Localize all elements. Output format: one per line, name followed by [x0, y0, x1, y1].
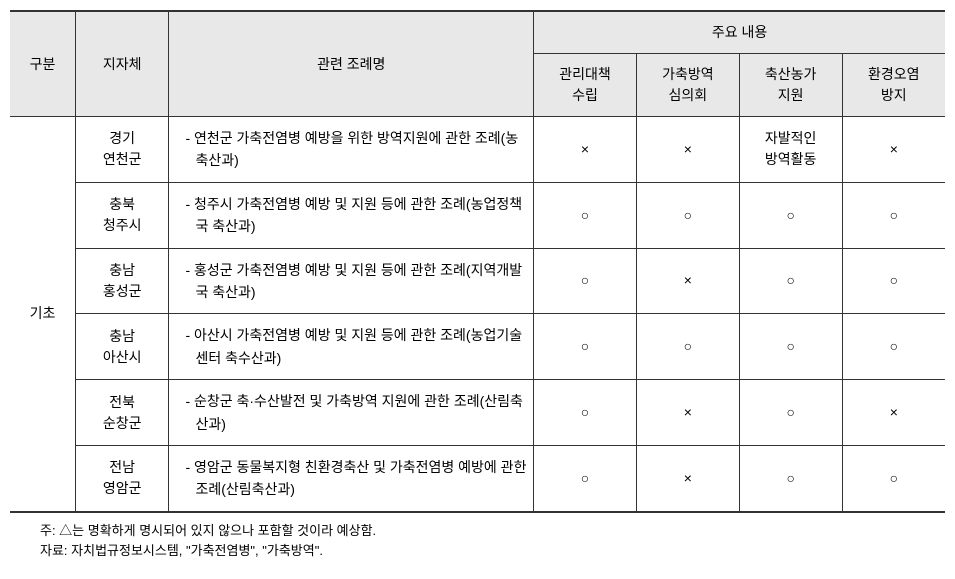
header-text: 관리대책 — [559, 66, 611, 82]
cell-text: 순창군 — [103, 415, 142, 431]
cell-gubun: 기초 — [10, 117, 75, 512]
ordinance-table: 구분 지자체 관련 조례명 주요 내용 관리대책 수립 가축방역 심의회 축산농… — [10, 10, 945, 513]
cell-jorye: - 순창군 축·수산발전 및 가축방역 지원에 관한 조례(산림축산과) — [169, 380, 534, 446]
cell-jorye: - 연천군 가축전염병 예방을 위한 방역지원에 관한 조례(농축산과) — [169, 117, 534, 183]
header-council: 가축방역 심의회 — [636, 54, 739, 117]
cell-jijache: 충남 홍성군 — [75, 248, 169, 314]
header-text: 방지 — [881, 87, 907, 103]
cell-text: 전남 — [109, 459, 135, 475]
cell-value: ○ — [534, 314, 637, 380]
cell-jijache: 전남 영암군 — [75, 445, 169, 511]
header-jijache: 지자체 — [75, 11, 169, 117]
table-body: 기초 경기 연천군 - 연천군 가축전염병 예방을 위한 방역지원에 관한 조례… — [10, 117, 945, 512]
cell-value: ○ — [842, 182, 945, 248]
header-prevention: 환경오염 방지 — [842, 54, 945, 117]
cell-value: × — [842, 117, 945, 183]
cell-jorye: - 아산시 가축전염병 예방 및 지원 등에 관한 조례(농업기술센터 축수산과… — [169, 314, 534, 380]
cell-text: 연천군 — [103, 151, 142, 167]
header-support: 축산농가 지원 — [739, 54, 842, 117]
cell-value: ○ — [842, 314, 945, 380]
cell-value: ○ — [739, 314, 842, 380]
cell-jorye: - 영암군 동물복지형 친환경축산 및 가축전염병 예방에 관한 조례(산림축산… — [169, 445, 534, 511]
table-row: 전남 영암군 - 영암군 동물복지형 친환경축산 및 가축전염병 예방에 관한 … — [10, 445, 945, 511]
cell-jorye: - 청주시 가축전염병 예방 및 지원 등에 관한 조례(농업정책국 축산과) — [169, 182, 534, 248]
cell-value: ○ — [636, 182, 739, 248]
cell-value: ○ — [534, 248, 637, 314]
cell-text: - 영암군 동물복지형 친환경축산 및 가축전염병 예방에 관한 조례(산림축산… — [191, 456, 527, 501]
header-jorye: 관련 조례명 — [169, 11, 534, 117]
header-content-group: 주요 내용 — [534, 11, 945, 54]
cell-value: ○ — [842, 445, 945, 511]
cell-value: ○ — [739, 380, 842, 446]
cell-text: 경기 — [109, 130, 135, 146]
cell-text: 홍성군 — [103, 283, 142, 299]
cell-jorye: - 홍성군 가축전염병 예방 및 지원 등에 관한 조례(지역개발국 축산과) — [169, 248, 534, 314]
cell-text: 청주시 — [103, 217, 142, 233]
cell-value: ○ — [636, 314, 739, 380]
table-header: 구분 지자체 관련 조례명 주요 내용 관리대책 수립 가축방역 심의회 축산농… — [10, 11, 945, 117]
table-row: 전북 순창군 - 순창군 축·수산발전 및 가축방역 지원에 관한 조례(산림축… — [10, 380, 945, 446]
footnote-section: 주: △는 명확하게 명시되어 있지 않으나 포함할 것이라 예상함. 자료: … — [10, 521, 945, 563]
header-text: 가축방역 — [662, 66, 714, 82]
cell-value: ○ — [534, 182, 637, 248]
cell-text: 방역활동 — [765, 151, 817, 167]
cell-value: ○ — [534, 380, 637, 446]
cell-text: 영암군 — [103, 480, 142, 496]
cell-value: × — [842, 380, 945, 446]
cell-text: - 아산시 가축전염병 예방 및 지원 등에 관한 조례(농업기술센터 축수산과… — [191, 324, 527, 369]
table-row: 충남 아산시 - 아산시 가축전염병 예방 및 지원 등에 관한 조례(농업기술… — [10, 314, 945, 380]
cell-text: 아산시 — [103, 349, 142, 365]
table-row: 충남 홍성군 - 홍성군 가축전염병 예방 및 지원 등에 관한 조례(지역개발… — [10, 248, 945, 314]
cell-value: ○ — [739, 248, 842, 314]
cell-text: 충북 — [109, 196, 135, 212]
cell-text: 자발적인 — [765, 130, 817, 146]
table-row: 충북 청주시 - 청주시 가축전염병 예방 및 지원 등에 관한 조례(농업정책… — [10, 182, 945, 248]
cell-value: 자발적인 방역활동 — [739, 117, 842, 183]
footnote-source: 자료: 자치법규정보시스템, "가축전염병", "가축방역". — [40, 541, 945, 562]
cell-jijache: 충남 아산시 — [75, 314, 169, 380]
cell-value: ○ — [739, 182, 842, 248]
cell-text: 충남 — [109, 328, 135, 344]
header-text: 환경오염 — [868, 66, 920, 82]
header-gubun: 구분 — [10, 11, 75, 117]
cell-value: × — [534, 117, 637, 183]
cell-text: 전북 — [109, 394, 135, 410]
cell-value: ○ — [739, 445, 842, 511]
cell-text: - 청주시 가축전염병 예방 및 지원 등에 관한 조례(농업정책국 축산과) — [191, 193, 527, 238]
header-text: 수립 — [572, 87, 598, 103]
table-row: 기초 경기 연천군 - 연천군 가축전염병 예방을 위한 방역지원에 관한 조례… — [10, 117, 945, 183]
cell-value: × — [636, 445, 739, 511]
cell-text: - 홍성군 가축전염병 예방 및 지원 등에 관한 조례(지역개발국 축산과) — [191, 259, 527, 304]
cell-value: ○ — [842, 248, 945, 314]
cell-text: - 순창군 축·수산발전 및 가축방역 지원에 관한 조례(산림축산과) — [191, 390, 527, 435]
cell-text: - 연천군 가축전염병 예방을 위한 방역지원에 관한 조례(농축산과) — [191, 127, 527, 172]
header-plan: 관리대책 수립 — [534, 54, 637, 117]
cell-value: × — [636, 248, 739, 314]
cell-text: 충남 — [109, 262, 135, 278]
cell-jijache: 충북 청주시 — [75, 182, 169, 248]
cell-value: × — [636, 117, 739, 183]
cell-jijache: 경기 연천군 — [75, 117, 169, 183]
cell-value: × — [636, 380, 739, 446]
header-text: 심의회 — [669, 87, 708, 103]
footnote-note: 주: △는 명확하게 명시되어 있지 않으나 포함할 것이라 예상함. — [40, 521, 945, 542]
cell-jijache: 전북 순창군 — [75, 380, 169, 446]
header-text: 축산농가 — [765, 66, 817, 82]
header-text: 지원 — [778, 87, 804, 103]
cell-value: ○ — [534, 445, 637, 511]
